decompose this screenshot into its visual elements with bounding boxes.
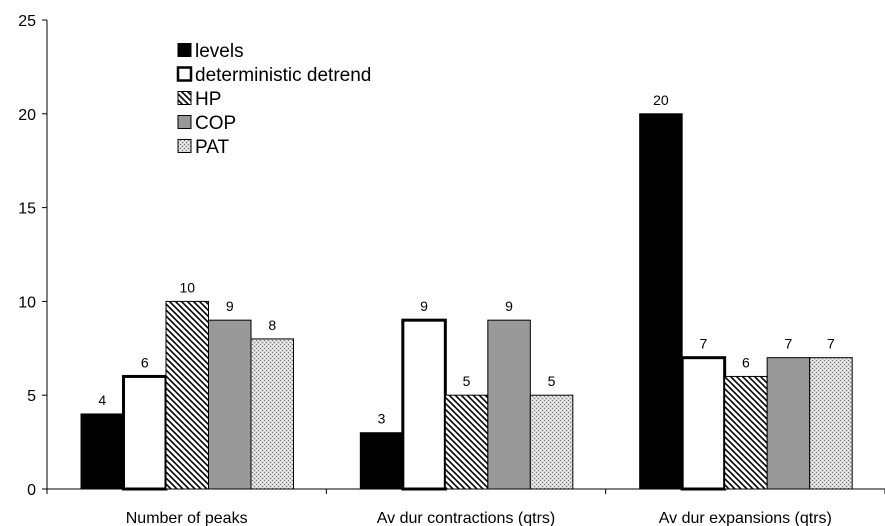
legend-label-cop: COP [195, 113, 236, 134]
bar-hp-av-dur-contractions-qtrs [444, 394, 489, 490]
data-label-pat-number-of-peaks: 8 [268, 317, 276, 333]
y-ticks-layer: 0 5 10 15 20 25 [18, 13, 47, 499]
bar-hp-av-dur-expansions-qtrs [724, 375, 768, 490]
data-label-levels-number-of-peaks: 4 [98, 392, 106, 408]
legend-swatch-levels [177, 43, 192, 57]
bar-deterministic-detrend-av-dur-contractions-qtrs [401, 318, 447, 491]
y-tick-label-5: 5 [27, 388, 36, 405]
data-label-hp-av-dur-expansions-qtrs: 6 [742, 354, 750, 370]
data-label-levels-av-dur-contractions-qtrs: 3 [378, 411, 386, 427]
bar-deterministic-detrend-av-dur-expansions-qtrs [680, 356, 727, 491]
legend-label-hp: HP [195, 89, 221, 110]
data-label-cop-av-dur-expansions-qtrs: 7 [785, 336, 793, 352]
data-label-deterministic-detrend-number-of-peaks: 6 [141, 354, 149, 370]
category-label-av-dur-expansions-qtrs: Av dur expansions (qtrs) [659, 510, 832, 526]
bar-hp-number-of-peaks [165, 300, 209, 490]
category-label-av-dur-contractions-qtrs: Av dur contractions (qtrs) [377, 510, 555, 526]
y-tick-label-10: 10 [18, 294, 36, 311]
y-tick-label-25: 25 [18, 13, 36, 30]
legend-swatch-deterministic-detrend [176, 66, 193, 82]
data-labels-layer: 4 6 10 9 8 3 9 5 9 5 20 7 6 7 7 [98, 92, 835, 427]
bar-levels-number-of-peaks [80, 413, 124, 490]
data-label-cop-av-dur-contractions-qtrs: 9 [505, 298, 513, 314]
bar-deterministic-detrend-number-of-peaks [122, 374, 168, 491]
legend: levels deterministic detrend HP COP PAT [176, 41, 371, 158]
bars-layer [80, 113, 853, 491]
legend-swatch-hp [177, 91, 192, 105]
bar-cop-number-of-peaks [208, 319, 252, 490]
data-label-levels-av-dur-expansions-qtrs: 20 [653, 92, 669, 108]
bar-cop-av-dur-expansions-qtrs [766, 357, 811, 490]
bar-pat-av-dur-contractions-qtrs [529, 394, 574, 490]
legend-swatch-cop [177, 115, 192, 129]
bar-levels-av-dur-contractions-qtrs [359, 432, 404, 490]
data-label-deterministic-detrend-av-dur-contractions-qtrs: 9 [420, 298, 428, 314]
y-tick-label-15: 15 [18, 201, 36, 218]
data-label-pat-av-dur-expansions-qtrs: 7 [827, 336, 835, 352]
bar-pat-av-dur-expansions-qtrs [809, 357, 853, 490]
data-label-deterministic-detrend-av-dur-expansions-qtrs: 7 [700, 336, 708, 352]
bar-pat-number-of-peaks [250, 338, 294, 490]
legend-label-deterministic-detrend: deterministic detrend [195, 65, 371, 86]
data-label-cop-number-of-peaks: 9 [226, 298, 234, 314]
y-tick-label-0: 0 [27, 482, 36, 499]
legend-label-pat: PAT [195, 137, 230, 158]
category-label-number-of-peaks: Number of peaks [126, 510, 248, 526]
bar-cop-av-dur-contractions-qtrs [487, 319, 531, 490]
legend-swatch-pat [177, 139, 192, 153]
legend-label-levels: levels [195, 41, 244, 62]
category-labels-layer: Number of peaks Av dur contractions (qtrs… [126, 510, 832, 526]
data-label-pat-av-dur-contractions-qtrs: 5 [548, 373, 556, 389]
y-tick-label-20: 20 [18, 107, 36, 124]
data-label-hp-av-dur-contractions-qtrs: 5 [463, 373, 471, 389]
x-ticks-layer [46, 489, 885, 494]
bar-levels-av-dur-expansions-qtrs [639, 113, 683, 490]
data-label-hp-number-of-peaks: 10 [179, 279, 195, 295]
